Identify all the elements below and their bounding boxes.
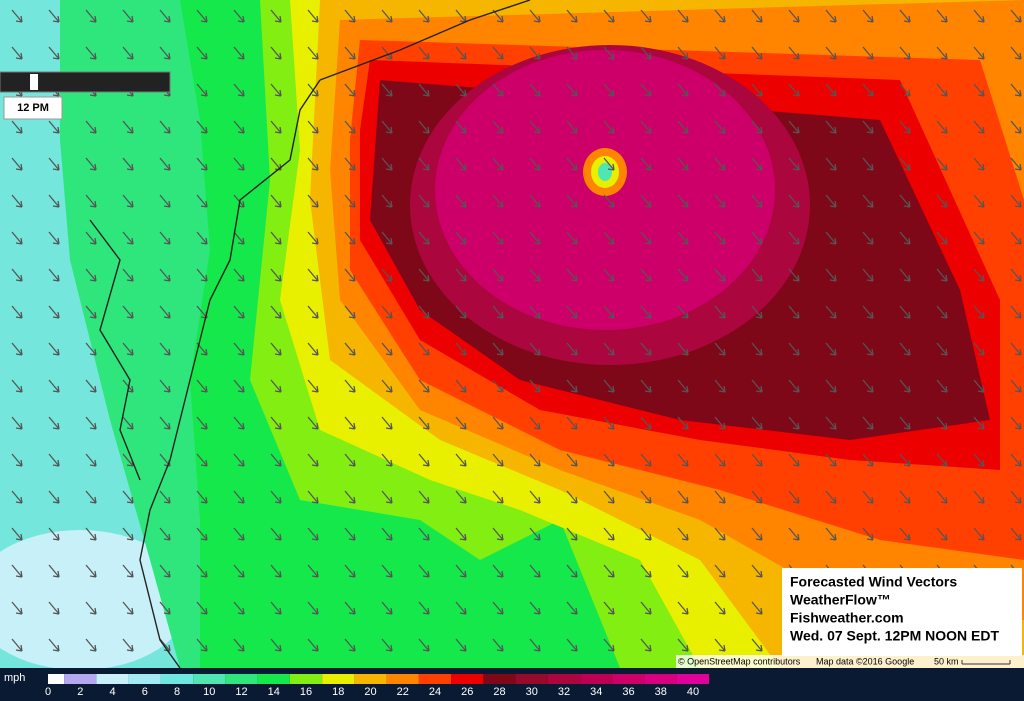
osm-attribution[interactable]: © OpenStreetMap contributors (678, 656, 801, 666)
legend-swatch (547, 674, 581, 684)
legend-tick-label: 26 (461, 686, 473, 698)
legend-tick-label: 6 (142, 686, 148, 698)
time-slider[interactable]: 12 PM (0, 71, 171, 120)
legend-tick-label: 0 (45, 686, 51, 698)
legend-swatch (386, 674, 419, 684)
legend-tick-label: 30 (526, 686, 538, 698)
legend-swatch (612, 674, 645, 684)
legend: mph 0 2 4 6 8 10 12 14 16 18 20 22 24 26 28 30 32 34 36 38 4… (0, 668, 1024, 701)
legend-tick-label: 18 (332, 686, 344, 698)
legend-swatch (160, 674, 194, 684)
legend-tick-label: 38 (655, 686, 667, 698)
legend-swatch (580, 674, 613, 684)
wind-field (0, 0, 1024, 670)
legend-tick-label: 14 (268, 686, 280, 698)
info-line: Forecasted Wind Vectors (790, 574, 957, 590)
scale-label: 50 km (934, 656, 959, 666)
legend-tick-label: 34 (590, 686, 602, 698)
legend-tick-label: 28 (493, 686, 505, 698)
info-line: Wed. 07 Sept. 12PM NOON EDT (790, 628, 999, 644)
legend-swatch (515, 674, 548, 684)
google-attribution: Map data ©2016 Google (816, 656, 914, 666)
legend-swatch (418, 674, 452, 684)
info-line: Fishweather.com (790, 610, 904, 626)
info-line: WeatherFlow™ (790, 592, 891, 608)
legend-tick-label: 40 (687, 686, 699, 698)
legend-tick-label: 22 (397, 686, 409, 698)
legend-swatch (451, 674, 484, 684)
legend-swatch (644, 674, 677, 684)
legend-swatch (289, 674, 323, 684)
legend-swatch (128, 674, 161, 684)
legend-tick-label: 8 (174, 686, 180, 698)
info-box: Forecasted Wind Vectors WeatherFlow™ Fis… (782, 568, 1022, 656)
legend-tick-label: 24 (429, 686, 441, 698)
legend-tick-label: 16 (300, 686, 312, 698)
attribution: © OpenStreetMap contributors Map data ©2… (676, 655, 1024, 668)
legend-tick-label: 12 (235, 686, 247, 698)
legend-tick-label: 20 (364, 686, 376, 698)
legend-tick-label: 4 (109, 686, 115, 698)
legend-swatch (193, 674, 226, 684)
legend-swatch (354, 674, 387, 684)
legend-swatch (64, 674, 97, 684)
legend-tick-label: 10 (203, 686, 215, 698)
coastline (89, 0, 531, 669)
legend-swatch (483, 674, 516, 684)
legend-tick-label: 2 (77, 686, 83, 698)
legend-unit: mph (4, 672, 25, 684)
legend-swatch (676, 674, 710, 684)
legend-swatch (257, 674, 290, 684)
legend-swatch (96, 674, 129, 684)
legend-swatch (225, 674, 258, 684)
legend-tick-label: 32 (558, 686, 570, 698)
legend-tick-label: 36 (622, 686, 634, 698)
legend-swatch (322, 674, 355, 684)
legend-swatch (48, 674, 65, 684)
time-label: 12 PM (17, 102, 49, 114)
